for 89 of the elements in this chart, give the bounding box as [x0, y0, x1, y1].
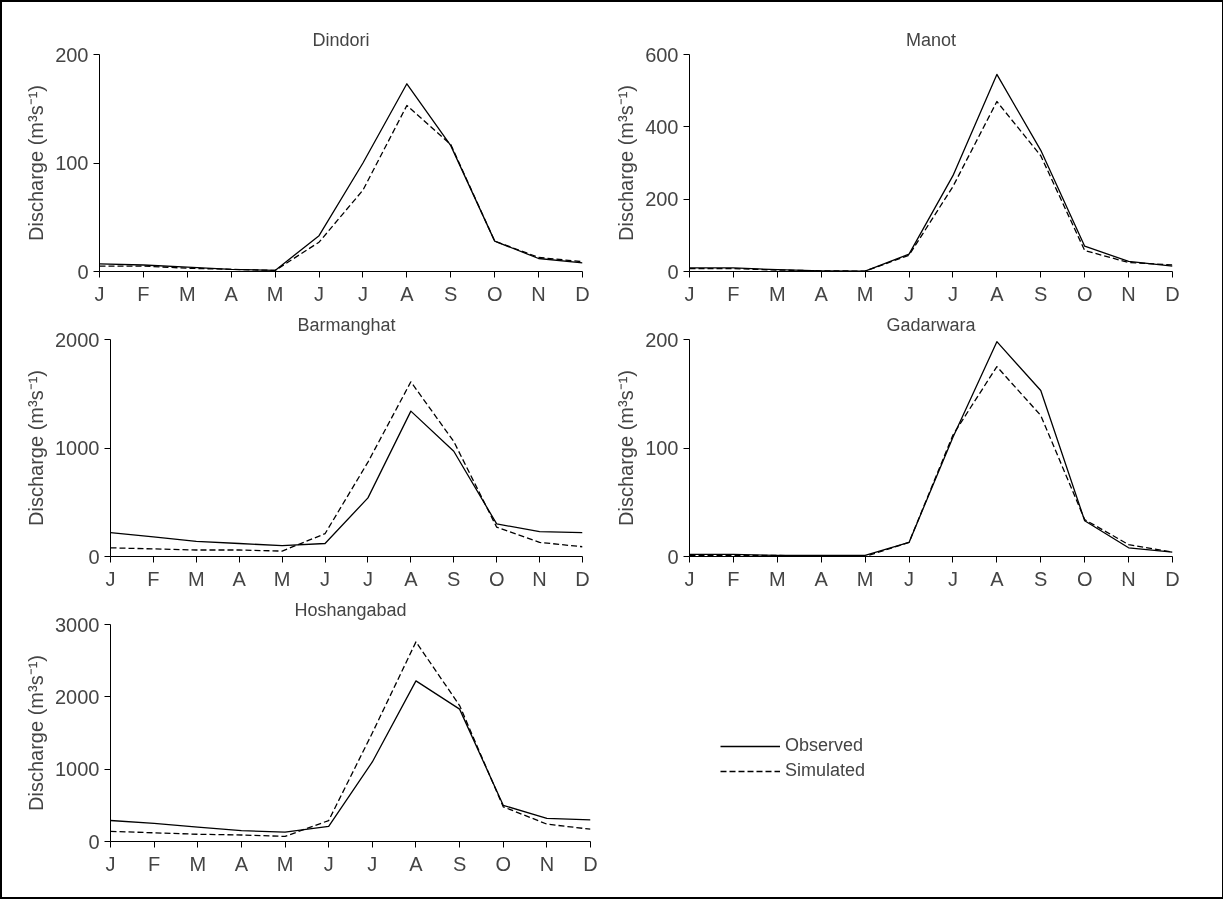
x-tick-label: A	[990, 282, 1005, 305]
x-tick-label: A	[814, 567, 829, 590]
x-tick-label: J	[684, 282, 695, 305]
y-tick-label: 100	[645, 437, 679, 459]
chart-title: Hoshangabad	[294, 599, 407, 620]
y-tick-label: 0	[88, 545, 100, 568]
x-tick-label: A	[234, 852, 249, 875]
y-tick-label: 0	[88, 830, 100, 853]
x-tick-label: M	[187, 567, 205, 590]
x-tick-label: J	[904, 567, 915, 590]
x-tick-label: M	[768, 282, 786, 305]
x-tick-label: N	[531, 282, 546, 305]
y-tick-label: 400	[645, 115, 679, 138]
x-tick-label: S	[1034, 567, 1048, 590]
x-tick-label: J	[357, 282, 368, 305]
y-axis-title: Discharge (m³s⁻¹)	[25, 655, 48, 811]
y-tick-label: 2000	[55, 685, 100, 708]
chart-title: Gadarwara	[886, 314, 977, 335]
y-tick-label: 200	[645, 328, 679, 351]
x-tick-label: S	[452, 852, 467, 875]
x-tick-label: J	[684, 567, 695, 590]
y-tick-label: 0	[77, 260, 89, 283]
x-tick-label: M	[178, 282, 196, 305]
y-tick-label: 1000	[55, 758, 100, 781]
x-tick-label: M	[273, 567, 291, 590]
x-tick-label: M	[189, 852, 207, 875]
x-tick-label: D	[583, 852, 598, 875]
x-tick-label: A	[990, 567, 1005, 590]
legend-label: Simulated	[785, 760, 866, 781]
x-tick-label: O	[495, 852, 512, 875]
x-tick-label: N	[1121, 282, 1136, 305]
x-tick-label: O	[1076, 567, 1093, 590]
y-axis-title: Discharge (m³s⁻¹)	[615, 370, 638, 526]
x-tick-label: D	[575, 567, 590, 590]
x-tick-label: J	[320, 567, 331, 590]
x-tick-label: A	[232, 567, 247, 590]
x-tick-label: N	[1121, 567, 1136, 590]
y-tick-label: 0	[667, 545, 679, 568]
x-tick-label: J	[105, 852, 116, 875]
x-tick-label: A	[814, 282, 829, 305]
x-tick-label: A	[404, 567, 419, 590]
x-tick-label: S	[444, 282, 458, 305]
x-tick-label: N	[539, 852, 555, 875]
y-tick-label: 200	[55, 43, 89, 66]
x-tick-label: J	[105, 567, 116, 590]
x-tick-label: O	[1076, 282, 1093, 305]
chart-title: Manot	[905, 29, 957, 50]
x-tick-label: D	[1165, 567, 1180, 590]
y-tick-label: 1000	[55, 437, 100, 459]
x-tick-label: J	[947, 282, 958, 305]
x-tick-label: S	[447, 567, 461, 590]
chart-title: Dindori	[312, 29, 370, 50]
x-tick-label: S	[1034, 282, 1048, 305]
x-tick-label: D	[1165, 282, 1180, 305]
x-tick-label: M	[276, 852, 294, 875]
x-tick-label: J	[362, 567, 373, 590]
x-tick-label: A	[224, 282, 239, 305]
x-tick-label: A	[400, 282, 415, 305]
x-tick-label: J	[367, 852, 378, 875]
y-tick-label: 100	[55, 152, 89, 174]
x-tick-label: F	[147, 567, 160, 590]
legend-label: Observed	[785, 735, 864, 756]
y-axis-title: Discharge (m³s⁻¹)	[25, 370, 48, 526]
x-tick-label: J	[323, 852, 334, 875]
x-tick-label: J	[904, 282, 915, 305]
x-tick-label: F	[727, 282, 740, 305]
y-tick-label: 200	[645, 188, 679, 211]
x-tick-label: O	[488, 567, 505, 590]
x-tick-label: F	[148, 852, 161, 875]
x-tick-label: M	[266, 282, 284, 305]
x-tick-label: O	[486, 282, 503, 305]
y-axis-title: Discharge (m³s⁻¹)	[25, 85, 48, 241]
x-tick-label: M	[856, 282, 874, 305]
x-tick-label: N	[532, 567, 547, 590]
x-tick-label: J	[94, 282, 105, 305]
y-tick-label: 600	[645, 43, 679, 66]
x-tick-label: F	[727, 567, 740, 590]
y-tick-label: 3000	[55, 613, 100, 636]
y-tick-label: 0	[667, 260, 679, 283]
x-tick-label: M	[856, 567, 874, 590]
y-tick-label: 2000	[55, 328, 100, 351]
x-tick-label: J	[314, 282, 325, 305]
chart-title: Barmanghat	[297, 314, 396, 335]
x-tick-label: J	[947, 567, 958, 590]
x-tick-label: A	[409, 852, 424, 875]
x-tick-label: F	[137, 282, 150, 305]
y-axis-title: Discharge (m³s⁻¹)	[615, 85, 638, 241]
x-tick-label: D	[575, 282, 590, 305]
x-tick-label: M	[768, 567, 786, 590]
